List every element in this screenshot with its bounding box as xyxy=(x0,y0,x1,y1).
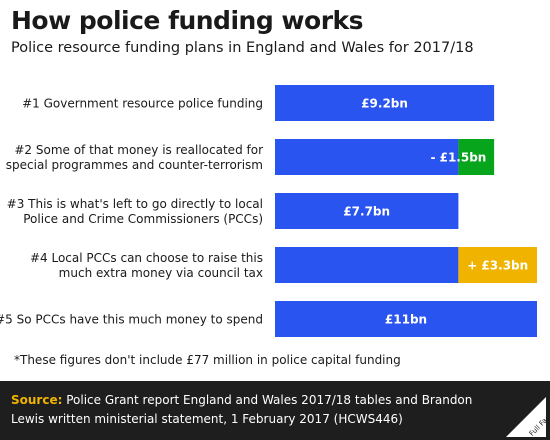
bar-2-reduction-segment xyxy=(458,139,495,175)
data-label: £9.2bn xyxy=(361,97,408,111)
full-fact-logo: Full Fact xyxy=(506,397,546,437)
source-label: Source: xyxy=(11,393,63,407)
category-label: much extra money via council tax xyxy=(59,266,263,280)
data-label: £7.7bn xyxy=(343,205,390,219)
bar-1 xyxy=(275,85,495,121)
category-label: #3 This is what's left to go directly to… xyxy=(7,197,263,211)
chart-subtitle: Police resource funding plans in England… xyxy=(11,40,474,56)
data-label: + £3.3bn xyxy=(467,259,528,273)
source-citation: Source: Police Grant report England and … xyxy=(11,391,481,429)
data-label: - £1.5bn xyxy=(430,151,486,165)
chart-title: How police funding works xyxy=(11,6,364,35)
bar-4-addition-segment xyxy=(458,247,537,283)
bar-3 xyxy=(275,193,459,229)
category-label: #5 So PCCs have this much money to spend xyxy=(0,313,263,327)
source-text: Police Grant report England and Wales 20… xyxy=(11,393,473,426)
category-label: #2 Some of that money is reallocated for xyxy=(14,143,263,157)
category-label: special programmes and counter-terrorism xyxy=(6,158,263,172)
footnote: *These figures don't include £77 million… xyxy=(14,353,401,367)
bar-chart: #1 Government resource police funding £9.… xyxy=(0,85,537,337)
category-label: #1 Government resource police funding xyxy=(22,97,263,111)
category-label: #4 Local PCCs can choose to raise this xyxy=(30,251,263,265)
bar-2 xyxy=(275,139,459,175)
source-footer: Source: Police Grant report England and … xyxy=(0,381,550,440)
bar-4 xyxy=(275,247,459,283)
bar-5 xyxy=(275,301,537,337)
data-label: £11bn xyxy=(385,313,427,327)
category-label: Police and Crime Commissioners (PCCs) xyxy=(23,212,263,226)
